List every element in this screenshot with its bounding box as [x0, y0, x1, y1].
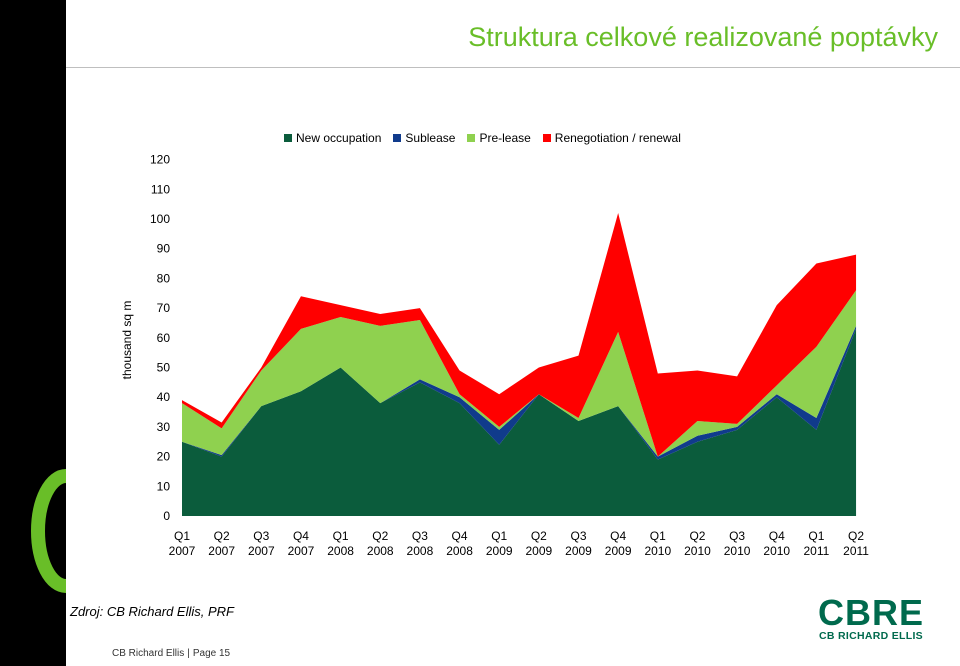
x-tick-year: 2009	[525, 544, 552, 558]
x-tick-year: 2008	[446, 544, 473, 558]
y-tick-label: 40	[157, 390, 171, 404]
x-tick-quarter: Q3	[412, 529, 428, 543]
x-tick-year: 2010	[724, 544, 751, 558]
x-tick-quarter: Q2	[848, 529, 864, 543]
y-tick-label: 70	[157, 301, 171, 315]
legend-label-new-occupation: New occupation	[296, 131, 382, 145]
x-tick-quarter: Q1	[333, 529, 349, 543]
x-tick-quarter: Q1	[174, 529, 190, 543]
legend-swatch-renegotiation	[542, 134, 551, 142]
legend-swatch-pre-lease	[467, 134, 476, 142]
chart-areas	[182, 213, 857, 516]
x-tick-quarter: Q4	[610, 529, 626, 543]
x-tick-quarter: Q1	[650, 529, 666, 543]
footer: CB Richard Ellis | Page 15	[112, 648, 230, 659]
y-tick-label: 120	[150, 153, 170, 167]
x-tick-year: 2011	[803, 544, 829, 558]
page-title: Struktura celkové realizované poptávky	[468, 22, 938, 52]
x-tick-year: 2008	[367, 544, 394, 558]
x-tick-year: 2007	[169, 544, 196, 558]
x-tick-quarter: Q1	[491, 529, 507, 543]
x-tick-year: 2008	[407, 544, 434, 558]
x-tick-year: 2010	[644, 544, 671, 558]
y-tick-label: 110	[151, 182, 170, 196]
chart-legend: New occupation Sublease Pre-lease Renego…	[284, 131, 693, 145]
x-tick-quarter: Q2	[689, 529, 705, 543]
x-tick-year: 2009	[486, 544, 513, 558]
x-tick-year: 2011	[843, 544, 869, 558]
legend-label-sublease: Sublease	[405, 131, 456, 145]
y-tick-label: 20	[157, 450, 171, 464]
x-tick-quarter: Q1	[808, 529, 824, 543]
x-tick-quarter: Q3	[729, 529, 745, 543]
cbre-logo-subtitle: CB RICHARD ELLIS	[819, 630, 923, 642]
y-tick-label: 0	[163, 509, 170, 523]
x-tick-year: 2008	[327, 544, 354, 558]
y-tick-label: 80	[157, 271, 171, 285]
series-area-0	[182, 328, 857, 516]
x-tick-year: 2009	[565, 544, 592, 558]
y-tick-label: 30	[157, 420, 171, 434]
footer-page-number: Page 15	[192, 648, 231, 659]
footer-company: CB Richard Ellis	[112, 648, 185, 659]
y-tick-label: 10	[157, 479, 171, 493]
x-axis-ticks: Q12007Q22007Q32007Q42007Q12008Q22008Q320…	[169, 529, 870, 558]
cbre-logo: CBRE CB RICHARD ELLIS	[818, 592, 925, 643]
x-tick-year: 2007	[288, 544, 315, 558]
series-area-3	[182, 213, 857, 457]
x-tick-quarter: Q2	[372, 529, 388, 543]
legend-item-renegotiation: Renegotiation / renewal	[542, 131, 681, 145]
x-tick-year: 2007	[208, 544, 235, 558]
title-divider	[66, 67, 960, 68]
x-tick-quarter: Q2	[531, 529, 547, 543]
y-tick-label: 100	[150, 212, 170, 226]
legend-label-pre-lease: Pre-lease	[479, 131, 531, 145]
source-note: Zdroj: CB Richard Ellis, PRF	[70, 604, 234, 619]
x-tick-quarter: Q3	[253, 529, 269, 543]
green-arc-decoration	[31, 469, 67, 593]
x-tick-quarter: Q4	[769, 529, 785, 543]
legend-swatch-new-occupation	[284, 134, 292, 142]
legend-item-new-occupation: New occupation	[284, 131, 381, 145]
left-black-bar	[0, 0, 66, 666]
y-axis-ticks: 0 10 20 30 40 50 60 70 80 90 100 110 120	[150, 153, 170, 523]
x-tick-quarter: Q4	[452, 529, 468, 543]
y-tick-label: 60	[157, 331, 171, 345]
x-tick-quarter: Q4	[293, 529, 309, 543]
x-tick-quarter: Q3	[570, 529, 586, 543]
x-tick-year: 2010	[684, 544, 711, 558]
footer-separator: |	[187, 648, 190, 659]
legend-label-renegotiation: Renegotiation / renewal	[554, 131, 681, 145]
series-area-2	[182, 290, 857, 457]
legend-item-pre-lease: Pre-lease	[467, 131, 531, 145]
x-tick-year: 2010	[763, 544, 790, 558]
y-tick-label: 90	[157, 242, 171, 256]
legend-item-sublease: Sublease	[393, 131, 455, 145]
cbre-logo-word: CBRE	[818, 592, 925, 633]
y-tick-label: 50	[157, 361, 171, 375]
x-tick-year: 2007	[248, 544, 275, 558]
x-tick-year: 2009	[605, 544, 632, 558]
x-tick-quarter: Q2	[214, 529, 230, 543]
legend-swatch-sublease	[393, 134, 402, 142]
